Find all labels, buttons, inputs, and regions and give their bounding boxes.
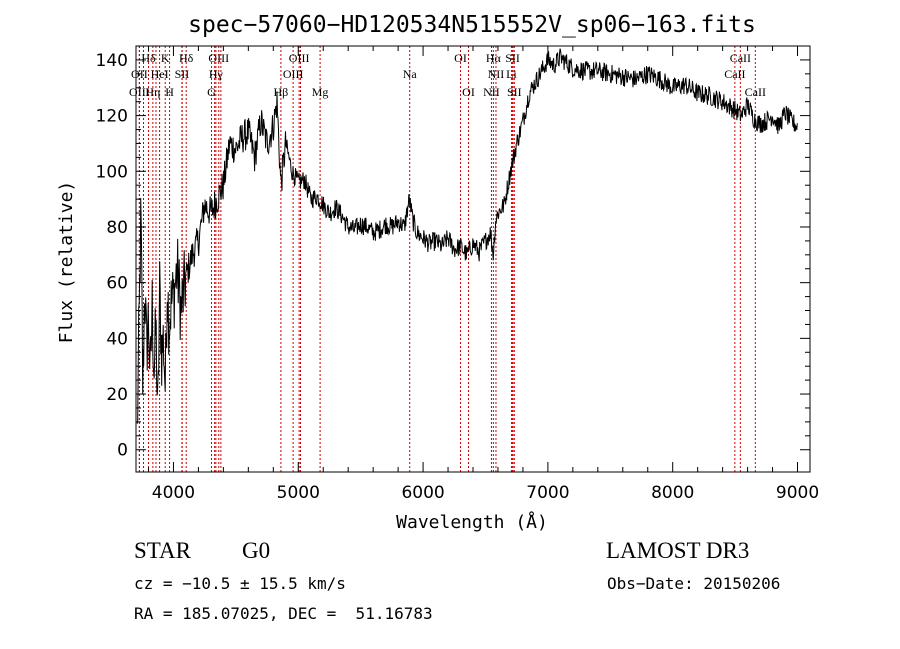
y-tick-label: 40 xyxy=(106,329,128,349)
x-tick-label: 5000 xyxy=(277,483,320,503)
line-label: OI xyxy=(454,51,467,65)
x-tick-label: 7000 xyxy=(526,483,569,503)
line-label: CaII xyxy=(724,67,745,81)
line-label: Mg xyxy=(312,85,329,99)
line-label: SII xyxy=(505,51,520,65)
observation-date: Obs−Date: 20150206 xyxy=(607,574,781,593)
line-label: CaII xyxy=(745,85,766,99)
spectrum-line xyxy=(136,48,798,424)
line-label: Hβ xyxy=(274,85,289,99)
line-label: Na xyxy=(403,67,418,81)
survey-name: LAMOST DR3 xyxy=(606,538,750,563)
y-tick-label: 0 xyxy=(117,441,128,461)
y-axis-label: Flux (relative) xyxy=(56,181,77,344)
line-label: OIII xyxy=(289,51,310,65)
x-tick-label: 9000 xyxy=(776,483,819,503)
line-label: H xyxy=(165,85,174,99)
line-label: OIII xyxy=(283,67,304,81)
line-label: OIII xyxy=(129,85,150,99)
y-tick-label: 20 xyxy=(106,385,128,405)
line-label: Hγ xyxy=(209,67,224,81)
y-tick-label: 80 xyxy=(106,218,128,238)
line-label: G xyxy=(207,85,216,99)
x-axis-label: Wavelength (Å) xyxy=(396,511,548,533)
line-label: HeI xyxy=(151,67,169,81)
plot-axes: 4000 5000 6000 7000 8000 9000 0 20 40 60 80 100 120 1… xyxy=(96,45,819,503)
emission-line-markers xyxy=(138,46,756,472)
y-tick-label: 120 xyxy=(96,107,128,127)
spectrum-series xyxy=(136,48,798,424)
line-label: OIII xyxy=(208,51,229,65)
chart-title: spec−57060−HD120534N515552V_sp06−163.fit… xyxy=(188,12,756,38)
x-tick-label: 8000 xyxy=(651,483,694,503)
coordinates: RA = 185.07025, DEC = 51.16783 xyxy=(134,604,433,623)
line-label: Hδ xyxy=(141,51,156,65)
line-label: Hα xyxy=(486,51,502,65)
line-label: SII xyxy=(507,85,522,99)
line-label: Hδ xyxy=(179,51,194,65)
line-label: CaII xyxy=(730,51,751,65)
y-tick-label: 140 xyxy=(96,51,128,71)
x-tick-label: 4000 xyxy=(152,483,195,503)
line-label: K xyxy=(161,51,170,65)
plot-frame xyxy=(135,45,811,473)
line-label: OI xyxy=(462,85,475,99)
object-type: STAR xyxy=(134,538,191,563)
y-tick-label: 60 xyxy=(106,274,128,294)
redshift-cz: cz = −10.5 ± 15.5 km/s xyxy=(134,574,346,593)
spectral-subclass: G0 xyxy=(242,538,271,563)
line-label: Li xyxy=(506,67,517,81)
line-label: Hη xyxy=(145,85,160,99)
y-tick-label: 100 xyxy=(96,162,128,182)
x-tick-label: 6000 xyxy=(401,483,444,503)
line-label: SII xyxy=(175,67,190,81)
line-label: NII xyxy=(488,67,505,81)
line-label: NII xyxy=(483,85,500,99)
